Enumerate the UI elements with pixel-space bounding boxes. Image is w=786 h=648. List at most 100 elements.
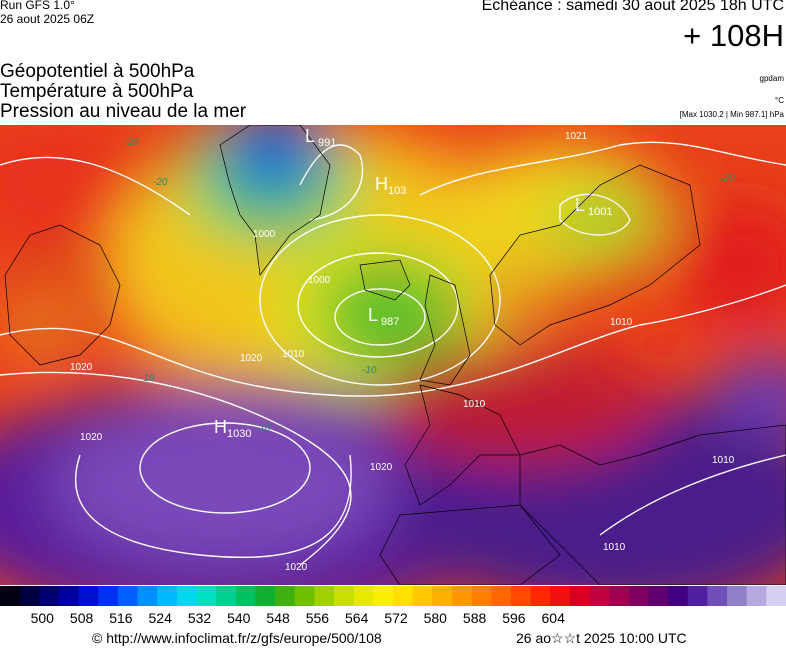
colorbar-swatch [530, 586, 551, 606]
pressure-center-value: 991 [318, 137, 336, 149]
colorbar-label: 548 [266, 610, 290, 626]
isobar-label: 1000 [253, 229, 276, 240]
colorbar-swatch [687, 586, 708, 606]
pressure-center-letter: L [305, 126, 315, 146]
colorbar-swatch [255, 586, 276, 606]
temperature-label: -10 [140, 373, 155, 384]
isobar-label: 1010 [282, 349, 305, 360]
coastlines [4, 125, 786, 585]
colorbar-swatch [39, 586, 60, 606]
colorbar-swatch [589, 586, 610, 606]
temperature-label: -20 [124, 137, 139, 148]
colorbar-label: 508 [70, 610, 94, 626]
colorbar-swatch [550, 586, 571, 606]
colorbar-swatch [19, 586, 40, 606]
isobar-label: 1000 [308, 275, 331, 286]
colorbar-swatch [137, 586, 158, 606]
pressure-center-value: 103 [388, 185, 406, 197]
pressure-center-letter: H [214, 417, 227, 437]
colorbar-swatch [314, 586, 335, 606]
colorbar-swatch [353, 586, 374, 606]
colorbar-swatch [78, 586, 99, 606]
pressure-center-value: 1030 [227, 428, 251, 440]
colorbar-swatch [648, 586, 669, 606]
temperature-label: -20 [720, 173, 735, 184]
colorbar-swatch [727, 586, 748, 606]
isobar-label: 1010 [463, 399, 486, 410]
isobar-label: 1020 [285, 562, 308, 573]
colorbar-label: 588 [463, 610, 487, 626]
pressure-center-letter: L [575, 195, 585, 215]
colorbar-swatch [58, 586, 80, 606]
colorbar-swatch [432, 586, 453, 606]
run-date: 26 aout 2025 06Z [0, 12, 95, 26]
colorbar-swatch [0, 586, 21, 606]
colorbar-swatch [334, 586, 355, 606]
colorbar-swatch [176, 586, 197, 606]
unit: °C [775, 96, 784, 105]
legend-line: Température à 500hPa [0, 81, 194, 102]
colorbar-swatch [628, 586, 649, 606]
isobars [0, 141, 786, 566]
colorbar-swatch [216, 586, 237, 606]
colorbar-swatch [609, 586, 630, 606]
pressure-center-value: 1001 [588, 206, 612, 218]
timestamp: 26 ao☆☆t 2025 10:00 UTC [516, 630, 687, 646]
colorbar-swatch [412, 586, 433, 606]
pressure-center-letter: L [368, 305, 378, 325]
colorbar-swatch [275, 586, 296, 606]
isobar-label: 1010 [712, 455, 735, 466]
isobar-label: 1010 [610, 317, 633, 328]
valid-time: Echéance : samedi 30 aout 2025 18h UTC [481, 0, 784, 14]
isobar-label: 1020 [370, 462, 393, 473]
colorbar-label: 564 [345, 610, 369, 626]
colorbar-label: 572 [384, 610, 408, 626]
unit: gpdam [759, 74, 784, 83]
colorbar-swatch [491, 586, 512, 606]
colorbar-label: 556 [306, 610, 330, 626]
legend-line: Géopotentiel à 500hPa [0, 61, 195, 82]
isobar-label: 1010 [603, 542, 626, 553]
colorbar-swatch [766, 586, 786, 606]
colorbar-label: 516 [109, 610, 133, 626]
legend-line: Pression au niveau de la mer [0, 101, 247, 122]
colorbar-swatch [510, 586, 532, 606]
lead-time: + 108H [683, 18, 784, 53]
colorbar-swatch [668, 586, 689, 606]
colorbar-swatch [451, 586, 473, 606]
source-url[interactable]: © http://www.infoclimat.fr/z/gfs/europe/… [92, 630, 382, 646]
colorbar-swatch [98, 586, 119, 606]
colorbar-label: 596 [502, 610, 526, 626]
pressure-center-letter: H [375, 174, 388, 194]
colorbar-swatch [471, 586, 492, 606]
isobar-label: 1020 [240, 353, 263, 364]
colorbar-swatch [393, 586, 414, 606]
colorbar-label: 580 [424, 610, 448, 626]
pressure-center-value: 987 [381, 316, 399, 328]
colorbar-label: 604 [542, 610, 566, 626]
temperature-label: -20 [153, 177, 168, 188]
colorbar-swatch [235, 586, 256, 606]
colorbar: 500 508 516 524 532 540 548 556 564 572 580 588 596 6… [0, 586, 786, 626]
colorbar-swatch [569, 586, 590, 606]
colorbar-label: 532 [188, 610, 212, 626]
isobar-label: 1020 [80, 432, 103, 443]
temperature-label: -10 [362, 365, 377, 376]
run: Run GFS 1.0° [0, 0, 75, 12]
colorbar-swatch [196, 586, 217, 606]
temperature-field [0, 125, 786, 585]
colorbar-swatch [294, 586, 315, 606]
colorbar-swatch [373, 586, 394, 606]
colorbar-swatch [117, 586, 139, 606]
isobar-label: 1020 [70, 362, 93, 373]
colorbar-swatch [157, 586, 178, 606]
colorbar-swatch [746, 586, 767, 606]
temperature-label: -10 [256, 423, 271, 434]
colorbar-label: 500 [31, 610, 55, 626]
colorbar-label: 524 [149, 610, 173, 626]
colorbar-label: 540 [227, 610, 251, 626]
colorbar-swatch [707, 586, 728, 606]
isobar-label: 1021 [565, 131, 588, 142]
